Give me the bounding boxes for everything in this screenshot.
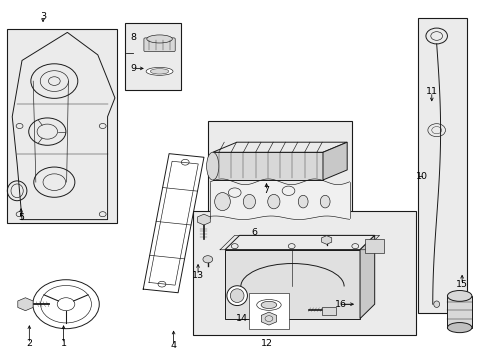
Bar (364, 239, 384, 253)
Ellipse shape (261, 301, 276, 309)
Bar (124, 23, 181, 90)
Bar (322, 307, 335, 315)
Text: 11: 11 (425, 87, 437, 96)
Text: 2: 2 (26, 339, 32, 348)
Bar (7, 29, 117, 223)
Text: 6: 6 (251, 228, 257, 237)
Bar (447, 296, 471, 328)
Ellipse shape (230, 289, 244, 302)
Ellipse shape (298, 195, 307, 208)
Text: 10: 10 (415, 172, 427, 181)
Text: 1: 1 (61, 339, 66, 348)
Text: 5: 5 (18, 213, 24, 222)
Bar (224, 250, 359, 319)
Ellipse shape (146, 35, 172, 43)
Ellipse shape (267, 194, 279, 209)
Text: 3: 3 (40, 12, 46, 21)
Text: 7: 7 (263, 186, 269, 195)
Text: 9: 9 (130, 64, 136, 73)
Ellipse shape (206, 152, 219, 180)
Text: 15: 15 (455, 280, 467, 289)
Ellipse shape (214, 193, 230, 211)
FancyBboxPatch shape (143, 38, 175, 51)
Bar (207, 121, 351, 223)
Polygon shape (212, 142, 346, 152)
Text: 13: 13 (192, 271, 203, 280)
Ellipse shape (447, 291, 471, 301)
Bar (193, 211, 415, 335)
Polygon shape (224, 235, 374, 250)
Ellipse shape (447, 323, 471, 333)
Ellipse shape (433, 301, 439, 307)
Text: 4: 4 (170, 341, 176, 350)
Text: 12: 12 (260, 338, 272, 348)
Bar (417, 18, 466, 313)
Polygon shape (359, 235, 374, 319)
Polygon shape (322, 142, 346, 180)
Ellipse shape (226, 286, 247, 306)
Bar (249, 293, 288, 329)
Text: 8: 8 (130, 33, 136, 42)
Text: 16: 16 (335, 300, 346, 309)
Ellipse shape (256, 300, 281, 310)
Ellipse shape (150, 69, 168, 74)
Bar (212, 152, 322, 180)
Ellipse shape (146, 67, 173, 75)
Ellipse shape (243, 194, 255, 209)
Text: 14: 14 (236, 314, 247, 323)
Ellipse shape (320, 195, 329, 208)
Circle shape (203, 256, 212, 263)
